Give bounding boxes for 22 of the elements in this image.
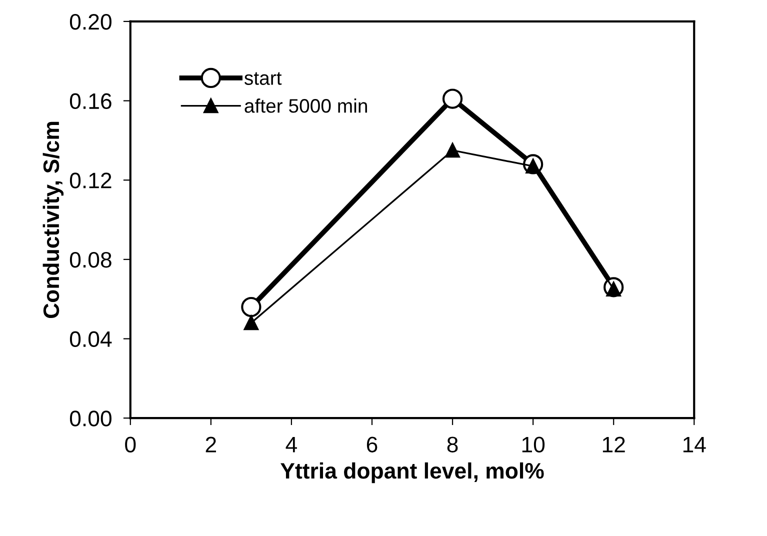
legend-label: start — [244, 72, 282, 85]
y-tick-label: 0.08 — [70, 252, 112, 268]
point — [445, 143, 460, 158]
x-tick-label: 10 — [522, 436, 545, 452]
x-axis-title: Yttria dopant level, mol% — [280, 462, 544, 484]
x-tick-label: 4 — [286, 436, 297, 452]
y-tick-label: 0.04 — [70, 331, 112, 348]
x-tick-label: 12 — [602, 436, 625, 452]
y-tick-label: 0.16 — [70, 93, 112, 110]
y-tick-label: 0.12 — [70, 172, 112, 188]
x-tick-label: 6 — [366, 436, 378, 452]
point — [244, 316, 258, 330]
x-tick-label: 0 — [125, 436, 136, 452]
point — [241, 296, 262, 318]
x-tick-label: 8 — [447, 436, 458, 452]
y-axis-title: Conductivity, S/cm — [42, 122, 64, 318]
legend-label: after 5000 min — [244, 98, 367, 113]
x-tick-label: 2 — [206, 436, 216, 452]
y-tick-label: 0.20 — [70, 14, 112, 30]
y-tick-label: 0.00 — [70, 410, 112, 426]
point — [442, 88, 463, 109]
x-tick-label: 14 — [683, 436, 706, 452]
